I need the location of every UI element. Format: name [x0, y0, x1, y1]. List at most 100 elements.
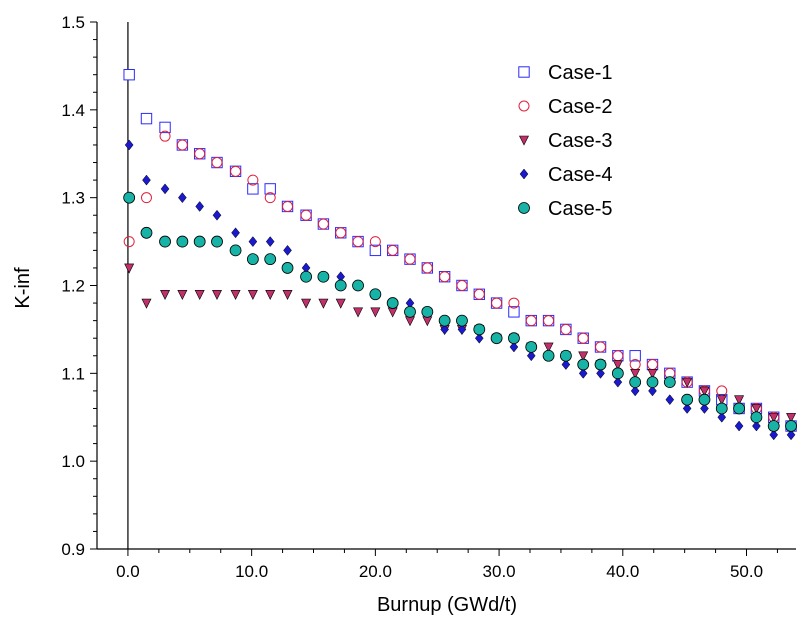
data-point: [734, 420, 744, 432]
data-point: [283, 244, 292, 256]
y-tick-label: 1.1: [61, 364, 85, 383]
data-point: [248, 236, 258, 247]
data-point: [387, 244, 399, 256]
data-point: [265, 236, 275, 247]
data-point: [734, 395, 745, 406]
data-point: [194, 289, 205, 300]
data-point: [300, 270, 312, 283]
data-point: [560, 323, 572, 335]
plot-area: 0.0 10.0 20.0 30.0 40.0 50.0 0.9 1.0 1.1 1.2 1.3 1…: [61, 13, 797, 581]
data-point: [473, 323, 486, 336]
data-point: [682, 377, 693, 388]
data-point: [594, 358, 607, 371]
y-ticks: 0.9 1.0 1.1 1.2 1.3 1.4 1.5: [61, 13, 97, 559]
data-point: [140, 192, 152, 204]
data-point: [352, 236, 364, 248]
data-point: [124, 263, 135, 274]
data-point: [630, 385, 640, 397]
series-case-5: [123, 191, 797, 432]
data-point: [318, 298, 329, 309]
data-point: [577, 358, 590, 371]
data-point: [647, 369, 658, 380]
data-point: [525, 341, 538, 353]
data-point: [596, 367, 605, 379]
data-point: [247, 183, 259, 195]
data-point: [578, 351, 589, 362]
data-point: [300, 209, 312, 221]
data-point: [751, 404, 762, 415]
legend-item-case-4: Case-4: [519, 164, 612, 186]
data-point: [229, 244, 242, 257]
data-point: [353, 307, 364, 318]
data-point: [159, 235, 171, 248]
data-point: [439, 271, 451, 283]
data-point: [752, 420, 761, 432]
data-point: [473, 288, 485, 300]
data-point: [543, 315, 555, 327]
data-point: [750, 411, 763, 424]
data-point: [611, 367, 624, 380]
x-tick-label: 40.0: [606, 562, 639, 581]
data-point: [247, 174, 259, 186]
data-point: [176, 139, 188, 151]
data-point: [421, 305, 434, 318]
data-point: [491, 297, 503, 309]
data-point: [317, 218, 329, 230]
data-point: [733, 402, 745, 415]
series-case-2: [123, 130, 797, 432]
data-point: [387, 307, 398, 318]
data-point: [281, 262, 294, 274]
data-point: [768, 412, 779, 423]
data-point: [141, 298, 152, 309]
data-point: [438, 314, 451, 327]
data-point: [160, 289, 171, 300]
y-tick-label: 1.4: [61, 101, 85, 120]
data-point: [142, 174, 151, 186]
data-point: [767, 420, 780, 432]
data-point: [265, 289, 276, 300]
data-point: [525, 315, 537, 327]
data-point: [613, 376, 623, 388]
data-point: [595, 341, 607, 353]
data-point: [230, 289, 241, 300]
data-point: [509, 341, 519, 353]
x-tick-label: 20.0: [359, 562, 392, 581]
data-point: [404, 305, 416, 318]
data-point: [457, 324, 467, 335]
data-point: [212, 209, 222, 221]
data-point: [785, 420, 797, 432]
data-point: [211, 157, 223, 169]
data-point: [700, 403, 709, 414]
data-point: [140, 226, 153, 239]
legend-item-case-1: Case-1: [518, 62, 612, 84]
data-point: [246, 253, 259, 266]
data-point: [508, 306, 520, 318]
legend-item-case-5: Case-5: [518, 198, 612, 220]
legend-marker: [518, 66, 530, 78]
legend-marker: [518, 202, 530, 214]
data-point: [698, 393, 711, 406]
data-point: [405, 316, 415, 327]
data-point: [716, 395, 727, 406]
data-point: [193, 235, 206, 248]
data-point: [786, 412, 797, 423]
data-point: [648, 385, 657, 397]
data-point: [123, 69, 135, 81]
data-point: [352, 279, 364, 292]
y-tick-label: 1.2: [61, 277, 85, 296]
data-point: [456, 280, 468, 291]
y-tick-label: 1.0: [61, 452, 85, 471]
data-point: [212, 289, 222, 300]
data-point: [194, 148, 206, 160]
data-point: [159, 130, 171, 142]
legend-marker: [519, 168, 529, 180]
data-point: [682, 403, 692, 414]
data-point: [769, 429, 779, 441]
data-point: [421, 262, 433, 274]
data-point: [123, 191, 136, 204]
x-axis-title: Burnup (GWd/t): [377, 594, 517, 616]
data-point: [508, 297, 520, 309]
x-ticks: 0.0 10.0 20.0 30.0 40.0 50.0: [116, 549, 778, 581]
series-layer: [123, 69, 797, 441]
